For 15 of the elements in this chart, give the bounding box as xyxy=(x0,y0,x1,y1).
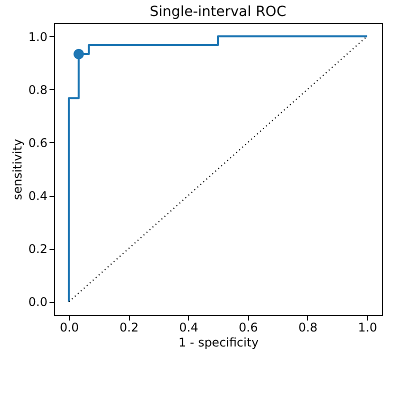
y-axis-title: sensitivity xyxy=(10,138,24,200)
y-tick-label: 0.0 xyxy=(28,295,48,310)
y-tick-label: 1.0 xyxy=(28,30,48,44)
x-tick-label: 1.0 xyxy=(358,320,378,334)
y-tick-label: 0.4 xyxy=(28,189,48,204)
y-tick-label: 0.2 xyxy=(28,242,48,256)
x-axis-title: 1 - specificity xyxy=(178,336,259,350)
y-tick-label: 0.6 xyxy=(28,136,48,150)
x-tick-label: 0.4 xyxy=(179,320,198,334)
x-tick-label: 0.2 xyxy=(120,320,139,334)
x-tick-label: 0.0 xyxy=(60,320,79,334)
x-tick-label: 0.6 xyxy=(238,320,258,334)
chart-title: Single-interval ROC xyxy=(150,4,286,20)
x-tick-label: 0.8 xyxy=(298,320,318,334)
y-tick-label: 0.8 xyxy=(28,82,48,97)
